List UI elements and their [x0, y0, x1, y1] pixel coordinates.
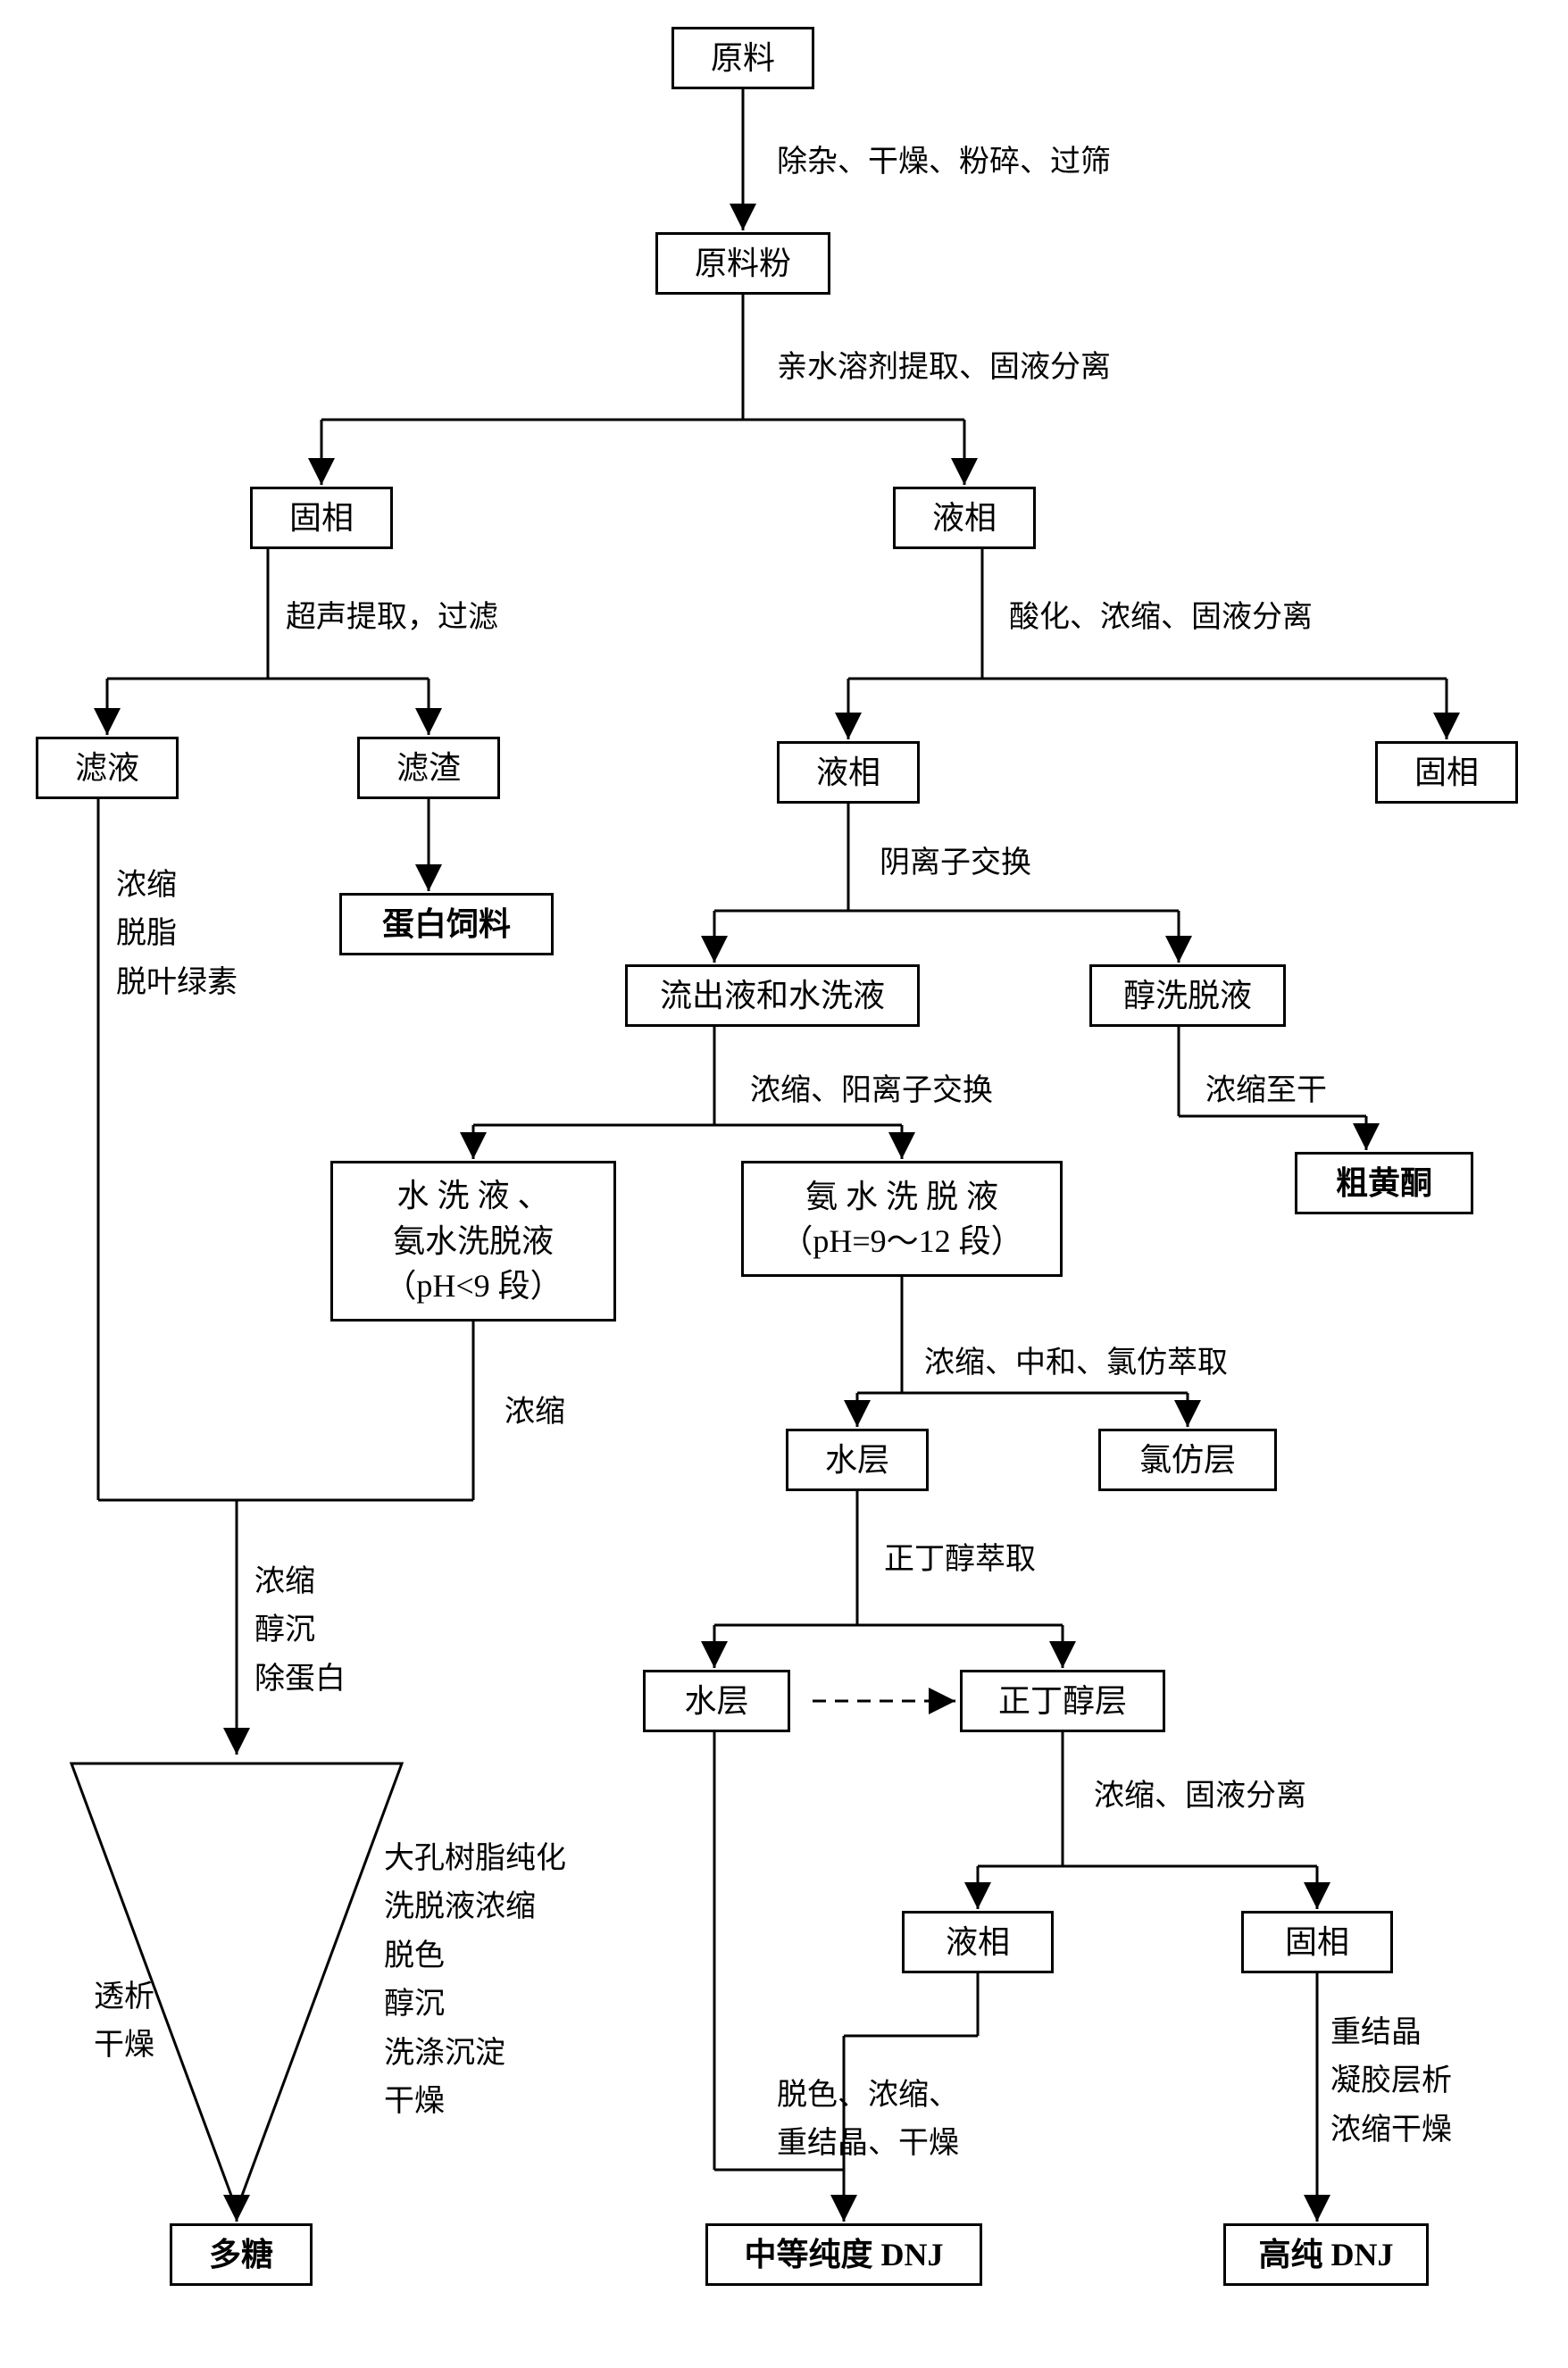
- node-label: 原料: [711, 36, 775, 80]
- node-label: 蛋白饲料: [382, 902, 511, 946]
- node-liquid2: 液相: [777, 741, 920, 804]
- node-label: 中等纯度 DNJ: [745, 2232, 944, 2277]
- node-label: 氯仿层: [1139, 1438, 1236, 1482]
- edge-label: 超声提取，过滤: [286, 594, 498, 642]
- node-label: 高纯 DNJ: [1259, 2232, 1394, 2277]
- edge-label: 透析 干燥: [94, 1973, 154, 2071]
- edge-label: 浓缩、中和、氯仿萃取: [924, 1339, 1228, 1388]
- node-label: 固相: [1285, 1920, 1349, 1964]
- node-label: 固相: [1414, 750, 1479, 795]
- edge-label: 浓缩 醇沉 除蛋白: [254, 1558, 346, 1704]
- node-label: 多糖: [209, 2232, 273, 2277]
- node-polysaccharide: 多糖: [170, 2223, 313, 2286]
- edge-label: 浓缩 脱脂 脱叶绿素: [116, 862, 238, 1007]
- node-alcohol-eluent: 醇洗脱液: [1089, 964, 1286, 1027]
- edge-label: 浓缩、固液分离: [1094, 1772, 1306, 1821]
- node-wash-ph-lt-9: 水 洗 液 、 氨水洗脱液 （pH<9 段）: [330, 1161, 616, 1322]
- node-solid2: 固相: [1375, 741, 1518, 804]
- edge-label: 正丁醇萃取: [884, 1536, 1036, 1584]
- node-liquid1: 液相: [893, 487, 1036, 549]
- node-mid-dnj: 中等纯度 DNJ: [705, 2223, 982, 2286]
- node-raw: 原料: [671, 27, 814, 89]
- node-nbutanol-layer: 正丁醇层: [960, 1670, 1165, 1732]
- node-protein-feed: 蛋白饲料: [339, 893, 554, 955]
- node-effluent: 流出液和水洗液: [625, 964, 920, 1027]
- node-label: 滤渣: [396, 746, 461, 790]
- node-label: 水 洗 液 、 氨水洗脱液 （pH<9 段）: [384, 1173, 562, 1308]
- edge-label: 浓缩至干: [1205, 1067, 1327, 1115]
- node-label: 粗黄酮: [1336, 1161, 1432, 1205]
- node-liquid3: 液相: [902, 1911, 1054, 1973]
- edge-label: 大孔树脂纯化 洗脱液浓缩 脱色 醇沉 洗涤沉淀 干燥: [384, 1835, 566, 2126]
- edge-label: 浓缩、阳离子交换: [750, 1067, 993, 1115]
- node-label: 氨 水 洗 脱 液 （pH=9～12 段）: [780, 1174, 1022, 1264]
- edge-label: 除杂、干燥、粉碎、过筛: [777, 138, 1111, 187]
- edge-label: 脱色、浓缩、 重结晶、干燥: [777, 2072, 959, 2169]
- node-label: 液相: [946, 1920, 1010, 1964]
- node-label: 流出液和水洗液: [660, 973, 885, 1018]
- node-label: 液相: [932, 496, 997, 540]
- node-high-dnj: 高纯 DNJ: [1223, 2223, 1429, 2286]
- node-chloroform-layer: 氯仿层: [1098, 1429, 1277, 1491]
- node-label: 水层: [825, 1438, 889, 1482]
- edge-label: 阴离子交换: [880, 839, 1031, 888]
- node-solid3: 固相: [1241, 1911, 1393, 1973]
- node-water-layer-2: 水层: [643, 1670, 790, 1732]
- node-label: 滤液: [75, 746, 139, 790]
- node-solid1: 固相: [250, 487, 393, 549]
- node-filtrate: 滤液: [36, 737, 179, 799]
- node-label: 正丁醇层: [998, 1679, 1127, 1723]
- node-water-layer-1: 水层: [786, 1429, 929, 1491]
- node-label: 醇洗脱液: [1123, 973, 1252, 1018]
- node-label: 水层: [684, 1679, 748, 1723]
- node-powder: 原料粉: [655, 232, 830, 295]
- edge-label: 亲水溶剂提取、固液分离: [777, 344, 1111, 392]
- edge-label: 重结晶 凝胶层析 浓缩干燥: [1330, 2009, 1452, 2155]
- edge-label: 酸化、浓缩、固液分离: [1009, 594, 1313, 642]
- node-label: 固相: [289, 496, 354, 540]
- node-ammonia-eluent: 氨 水 洗 脱 液 （pH=9～12 段）: [741, 1161, 1063, 1277]
- edge-label: 浓缩: [505, 1388, 565, 1437]
- node-crude-flavone: 粗黄酮: [1295, 1152, 1473, 1214]
- node-residue: 滤渣: [357, 737, 500, 799]
- node-label: 原料粉: [695, 241, 791, 286]
- node-label: 液相: [816, 750, 880, 795]
